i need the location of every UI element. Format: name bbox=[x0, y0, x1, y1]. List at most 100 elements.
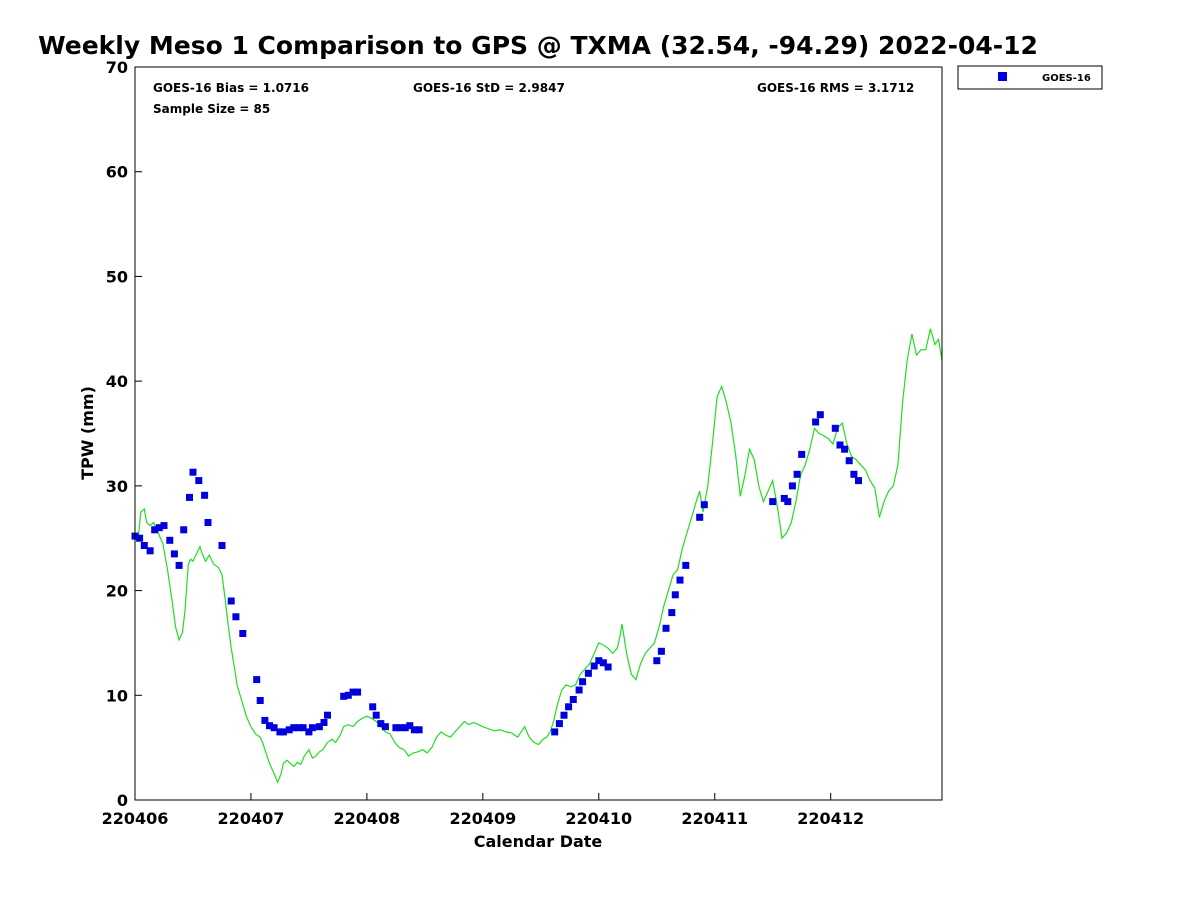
goes-point bbox=[136, 534, 144, 542]
goes-point bbox=[812, 418, 820, 426]
y-tick-label: 10 bbox=[106, 686, 128, 705]
goes-point bbox=[270, 724, 278, 732]
goes-point bbox=[344, 691, 352, 699]
goes-point bbox=[831, 424, 839, 432]
goes-point bbox=[253, 676, 261, 684]
goes-point bbox=[256, 697, 264, 704]
goes-point bbox=[324, 711, 331, 719]
goes-point bbox=[285, 726, 293, 734]
goes-point bbox=[850, 470, 858, 478]
goes-point bbox=[682, 561, 690, 569]
goes-point bbox=[295, 724, 302, 732]
goes-point bbox=[657, 647, 665, 655]
legend-marker-goes bbox=[998, 72, 1007, 81]
goes-point bbox=[349, 688, 357, 696]
goes-point bbox=[569, 696, 577, 703]
goes-point bbox=[239, 630, 247, 637]
goes-point bbox=[146, 547, 154, 555]
gps-series bbox=[134, 328, 943, 784]
goes-point bbox=[653, 657, 661, 665]
goes-point bbox=[308, 724, 316, 732]
goes-point bbox=[299, 724, 307, 732]
goes-point bbox=[696, 513, 704, 521]
goes-point bbox=[595, 657, 603, 665]
goes-point bbox=[392, 724, 400, 732]
goes-point bbox=[410, 726, 418, 734]
goes-point bbox=[180, 526, 188, 534]
x-tick-label: 220406 bbox=[102, 809, 169, 828]
plot-area bbox=[131, 66, 943, 801]
goes-point bbox=[406, 722, 414, 730]
x-tick-label: 220411 bbox=[681, 809, 748, 828]
x-axis-label: Calendar Date bbox=[474, 832, 603, 851]
goes-point bbox=[836, 441, 844, 449]
y-tick-label: 60 bbox=[106, 163, 128, 182]
goes-point bbox=[279, 728, 287, 736]
goes-point bbox=[676, 576, 684, 584]
goes-point bbox=[290, 724, 298, 732]
goes-point bbox=[769, 498, 777, 506]
goes-point bbox=[320, 719, 328, 726]
goes-point bbox=[575, 686, 583, 694]
x-tick-label: 220410 bbox=[565, 809, 632, 828]
goes-point bbox=[266, 722, 273, 730]
axes-frame bbox=[134, 66, 943, 801]
goes-point bbox=[401, 724, 409, 732]
goes-point bbox=[369, 703, 377, 711]
goes-point bbox=[151, 526, 159, 534]
goes-point bbox=[175, 561, 183, 569]
goes-point bbox=[551, 728, 559, 736]
x-tick-label: 220409 bbox=[449, 809, 516, 828]
goes-point bbox=[560, 711, 568, 719]
gps-line bbox=[134, 328, 943, 784]
goes-point bbox=[565, 703, 573, 711]
goes-point bbox=[218, 542, 226, 549]
goes-point bbox=[261, 716, 269, 724]
goes-series bbox=[131, 411, 862, 736]
bias-stat: GOES-16 Bias = 1.0716 bbox=[153, 81, 309, 95]
goes-point bbox=[784, 498, 792, 506]
goes-point bbox=[377, 720, 385, 728]
goes-point bbox=[372, 711, 380, 719]
goes-point bbox=[160, 522, 168, 530]
goes-point bbox=[845, 457, 853, 465]
goes-point bbox=[397, 724, 404, 732]
goes-point bbox=[204, 519, 212, 526]
goes-point bbox=[186, 493, 193, 501]
x-tick-label: 220408 bbox=[333, 809, 400, 828]
goes-point bbox=[584, 669, 592, 677]
goes-point bbox=[841, 445, 849, 453]
y-axis-label: TPW (mm) bbox=[78, 386, 97, 480]
y-axis: 0 10 20 30 40 50 60 70 bbox=[106, 58, 142, 810]
y-tick-label: 40 bbox=[106, 372, 128, 391]
goes-point bbox=[381, 723, 389, 731]
goes-point bbox=[227, 597, 235, 605]
legend-box bbox=[957, 65, 1103, 90]
goes-point bbox=[201, 491, 209, 499]
goes-point bbox=[668, 609, 676, 617]
y-tick-label: 20 bbox=[106, 582, 128, 601]
goes-point bbox=[793, 470, 801, 478]
y-tick-label: 0 bbox=[117, 791, 128, 810]
x-axis: 220406 220407 220408 220409 220410 220411 2204… bbox=[102, 793, 864, 828]
goes-point bbox=[340, 692, 348, 700]
goes-point bbox=[305, 728, 313, 736]
y-tick-label: 30 bbox=[106, 477, 128, 496]
goes-point bbox=[170, 550, 178, 558]
goes-point bbox=[816, 411, 824, 419]
goes-point bbox=[232, 613, 240, 621]
y-tick-label: 50 bbox=[106, 267, 128, 286]
goes-point bbox=[700, 501, 708, 509]
goes-point bbox=[662, 624, 670, 632]
sample-size-stat: Sample Size = 85 bbox=[153, 102, 270, 116]
goes-point bbox=[599, 659, 607, 667]
chart-title: Weekly Meso 1 Comparison to GPS @ TXMA (… bbox=[38, 31, 1038, 60]
goes-point bbox=[155, 524, 163, 532]
goes-point bbox=[788, 482, 796, 490]
goes-point bbox=[604, 663, 612, 671]
goes-point bbox=[798, 450, 806, 458]
goes-point bbox=[195, 477, 203, 485]
goes-point bbox=[671, 591, 679, 599]
std-stat: GOES-16 StD = 2.9847 bbox=[413, 81, 565, 95]
